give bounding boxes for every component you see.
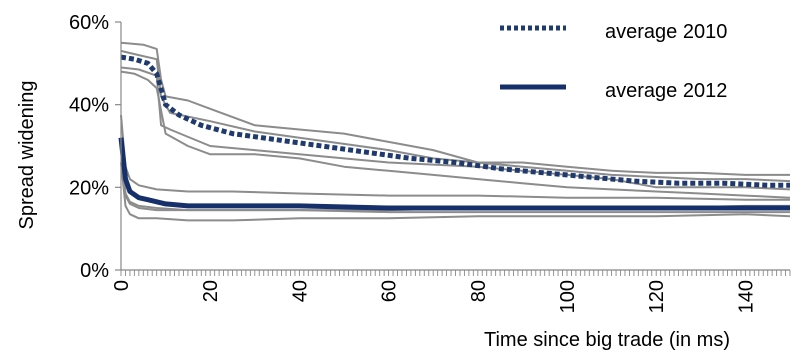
series-line-average-2012 xyxy=(118,137,790,211)
x-tick-label: 20 xyxy=(200,280,222,302)
legend-label-average-2010: average 2010 xyxy=(605,21,727,43)
axes-layer: 0% 20% 40% 60% 0 20 40 60 80 100 120 140 xyxy=(69,12,791,313)
legend-label-average-2012: average 2012 xyxy=(605,80,727,102)
series-line-individual-2012-6 xyxy=(120,162,791,222)
series-line-average-2010 xyxy=(120,54,790,188)
series-line-individual-2012-4 xyxy=(120,114,790,201)
x-tick-label: 120 xyxy=(646,280,668,313)
x-tick-label: 40 xyxy=(289,280,311,302)
series-line-individual-2010-3 xyxy=(120,70,791,199)
series-layer xyxy=(118,41,791,222)
series-line-individual-2012-5 xyxy=(120,149,790,214)
y-tick-label: 60% xyxy=(69,12,109,34)
series-line-individual-2010-2 xyxy=(120,66,791,191)
y-ticks: 0% 20% 40% 60% xyxy=(69,12,121,282)
y-tick-label: 0% xyxy=(80,260,109,282)
y-axis-title: Spread widening xyxy=(16,81,38,230)
legend: average 2010 average 2012 xyxy=(500,21,727,102)
x-axis-title: Time since big trade (in ms) xyxy=(484,329,730,351)
x-tick-label: 60 xyxy=(379,280,401,302)
y-tick-label: 20% xyxy=(69,177,109,199)
y-tick-label: 40% xyxy=(69,95,109,117)
x-tick-label: 80 xyxy=(468,280,490,302)
x-minor-ticks xyxy=(120,270,791,276)
x-tick-label: 140 xyxy=(735,280,757,313)
x-tick-label: 0 xyxy=(111,280,133,291)
x-ticks: 0 20 40 60 80 100 120 140 xyxy=(111,280,757,313)
x-tick-label: 100 xyxy=(557,280,579,313)
